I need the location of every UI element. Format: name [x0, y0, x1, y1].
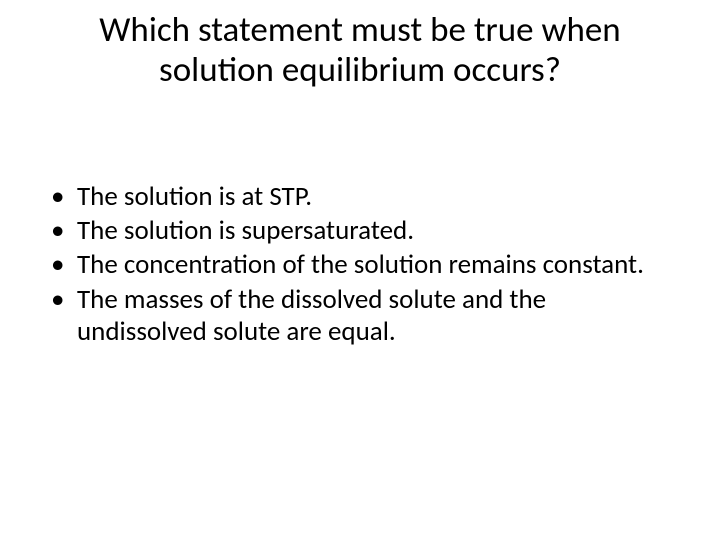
list-item: The masses of the dissolved solute and t…	[45, 284, 675, 349]
bullet-list: The solution is at STP. The solution is …	[45, 181, 675, 349]
slide: Which statement must be true when soluti…	[0, 0, 720, 540]
list-item: The solution is supersaturated.	[45, 215, 675, 247]
slide-title: Which statement must be true when soluti…	[45, 10, 675, 91]
title-line-2: solution equilibrium occurs?	[159, 49, 561, 91]
title-line-1: Which statement must be true when	[99, 9, 620, 51]
bullet-text: The masses of the dissolved solute and t…	[77, 283, 546, 348]
bullet-text: The solution is supersaturated.	[77, 214, 414, 247]
bullet-text: The concentration of the solution remain…	[77, 248, 644, 281]
list-item: The concentration of the solution remain…	[45, 249, 675, 281]
list-item: The solution is at STP.	[45, 181, 675, 213]
bullet-text: The solution is at STP.	[77, 180, 312, 213]
